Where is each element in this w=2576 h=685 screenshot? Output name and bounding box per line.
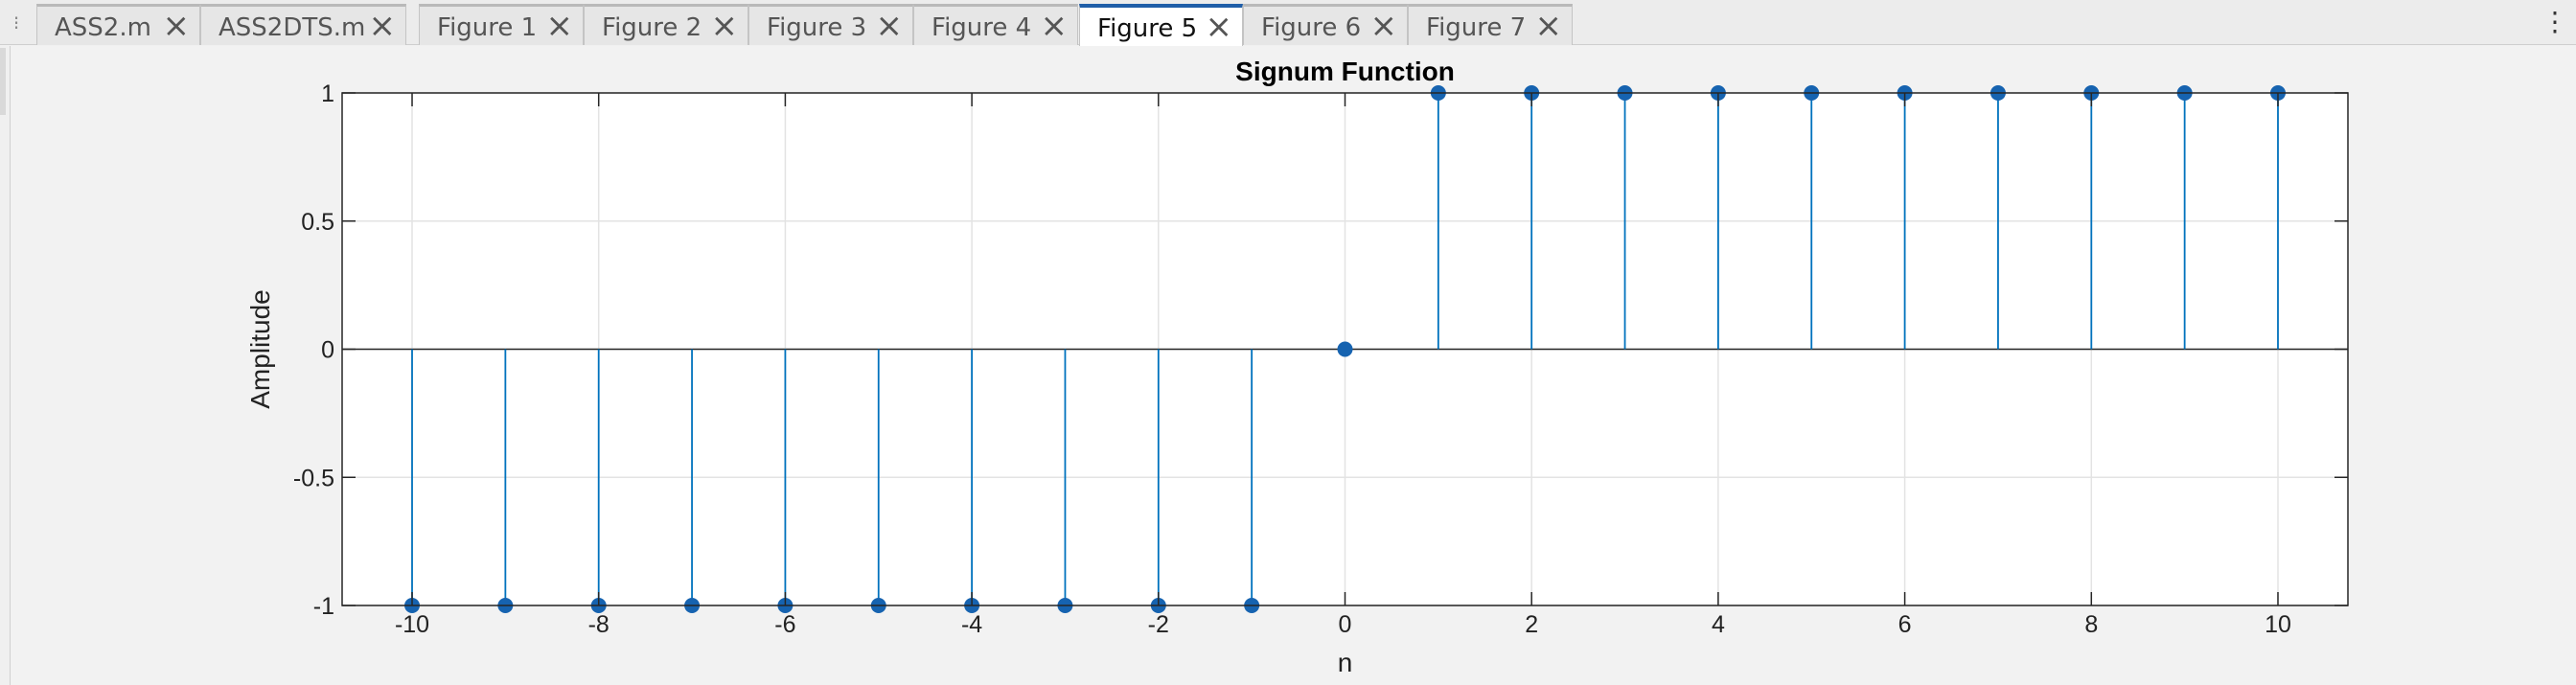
x-tick-label: -2 xyxy=(1148,611,1169,638)
tab-label: Figure 7 xyxy=(1426,13,1527,42)
tab-figure-4[interactable]: Figure 4 × xyxy=(913,4,1078,45)
more-vertical-icon[interactable]: ⋮ xyxy=(2542,6,2568,37)
close-icon[interactable]: × xyxy=(545,7,574,45)
tab-ass2-m[interactable]: ASS2.m × xyxy=(36,4,200,45)
tab-ass2dts-m[interactable]: ASS2DTS.m × xyxy=(200,4,406,45)
y-tick-label: -1 xyxy=(313,593,334,620)
tab-figure-5[interactable]: Figure 5 × xyxy=(1079,4,1243,46)
x-tick-label: -4 xyxy=(961,611,982,638)
tab-label: ASS2DTS.m xyxy=(218,13,366,42)
x-tick-label: 2 xyxy=(1525,611,1538,638)
y-tick-label: 0 xyxy=(321,337,334,364)
tab-figure-3[interactable]: Figure 3 × xyxy=(748,4,913,45)
x-axis-label: n xyxy=(1338,648,1353,677)
x-tick-label: -6 xyxy=(774,611,795,638)
y-tick-label: 1 xyxy=(321,80,334,107)
tick-marks xyxy=(342,92,2348,606)
tab-label: Figure 1 xyxy=(437,13,538,42)
tab-label: Figure 2 xyxy=(602,13,702,42)
tab-figure-2[interactable]: Figure 2 × xyxy=(584,4,748,45)
tab-figure-1[interactable]: Figure 1 × xyxy=(419,4,584,45)
close-icon[interactable]: × xyxy=(1369,7,1398,45)
x-tick-label: 0 xyxy=(1339,611,1352,638)
tick-labels: -10 -8 -6 -4 -2 0 2 4 6 8 10 -1 -0.5 0 0.5 1 xyxy=(293,80,2291,638)
close-icon[interactable]: × xyxy=(710,7,739,45)
close-icon[interactable]: × xyxy=(162,7,191,45)
tab-label: Figure 6 xyxy=(1261,13,1362,42)
chart-title: Signum Function xyxy=(1235,57,1455,86)
stem-series xyxy=(404,85,2286,613)
tab-label: ASS2.m xyxy=(55,13,151,42)
y-tick-label: -0.5 xyxy=(293,465,334,491)
tab-figure-7[interactable]: Figure 7 × xyxy=(1408,4,1573,45)
x-tick-label: -10 xyxy=(395,611,429,638)
left-splitter[interactable] xyxy=(0,48,6,115)
close-icon[interactable]: × xyxy=(1040,7,1069,45)
y-axis-label: Amplitude xyxy=(245,289,275,409)
tab-figure-6[interactable]: Figure 6 × xyxy=(1243,4,1408,45)
tab-label: Figure 3 xyxy=(767,13,867,42)
x-tick-label: 4 xyxy=(1712,611,1725,638)
tab-bar: ⁝ ASS2.m × ASS2DTS.m × Figure 1 × Figure 2 × Fig… xyxy=(0,0,2576,46)
grip-icon[interactable]: ⁝ xyxy=(12,11,20,34)
y-tick-label: 0.5 xyxy=(301,209,334,236)
x-tick-label: 8 xyxy=(2084,611,2098,638)
x-tick-label: 10 xyxy=(2265,611,2291,638)
tab-label: Figure 4 xyxy=(932,13,1032,42)
close-icon[interactable]: × xyxy=(875,7,904,45)
x-tick-label: 6 xyxy=(1898,611,1912,638)
tab-label: Figure 5 xyxy=(1097,14,1198,43)
close-icon[interactable]: × xyxy=(1534,7,1563,45)
close-icon[interactable]: × xyxy=(368,7,397,45)
stem-marker xyxy=(1337,341,1353,357)
close-icon[interactable]: × xyxy=(1205,8,1233,46)
x-tick-label: -8 xyxy=(588,611,610,638)
